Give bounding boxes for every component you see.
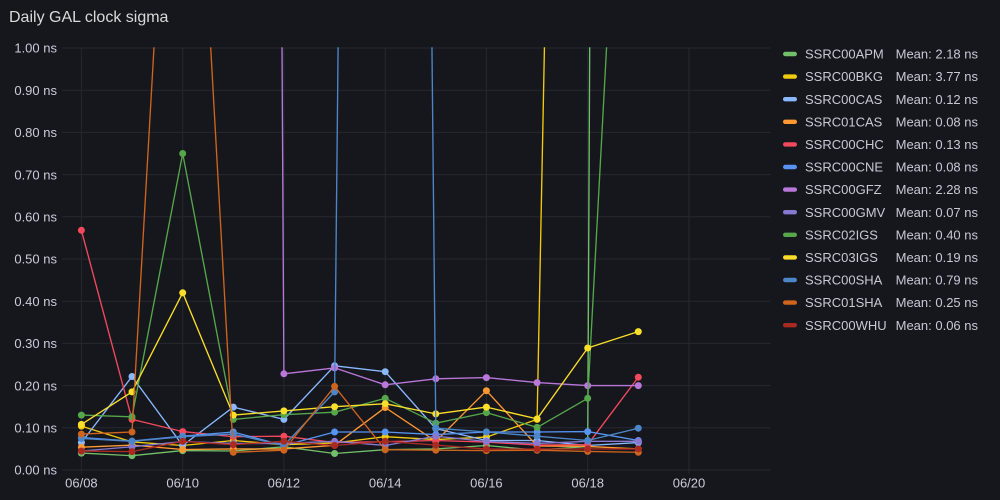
svg-text:06/20: 06/20 [673,476,706,491]
svg-text:Mean: 0.08 ns: Mean: 0.08 ns [896,114,979,129]
svg-text:0.60 ns: 0.60 ns [14,210,57,225]
svg-text:Mean: 0.06 ns: Mean: 0.06 ns [896,318,979,333]
svg-text:0.00 ns: 0.00 ns [14,463,57,478]
svg-text:Mean: 0.40 ns: Mean: 0.40 ns [896,227,979,242]
svg-text:Mean: 0.08 ns: Mean: 0.08 ns [896,160,979,175]
svg-text:0.80 ns: 0.80 ns [14,125,57,140]
svg-text:SSRC00CAS: SSRC00CAS [805,92,883,107]
svg-text:0.90 ns: 0.90 ns [14,83,57,98]
svg-text:SSRC00CHC: SSRC00CHC [805,137,884,152]
svg-text:Mean: 0.12 ns: Mean: 0.12 ns [896,92,979,107]
svg-text:Mean: 0.19 ns: Mean: 0.19 ns [896,250,979,265]
svg-text:0.50 ns: 0.50 ns [14,252,57,267]
svg-text:SSRC00APM: SSRC00APM [805,47,884,62]
svg-text:0.10 ns: 0.10 ns [14,421,57,436]
svg-text:Mean: 0.07 ns: Mean: 0.07 ns [896,205,979,220]
svg-text:06/10: 06/10 [166,476,199,491]
svg-text:SSRC00BKG: SSRC00BKG [805,69,883,84]
svg-text:Mean: 0.25 ns: Mean: 0.25 ns [896,295,979,310]
svg-text:0.20 ns: 0.20 ns [14,378,57,393]
svg-text:SSRC02IGS: SSRC02IGS [805,227,878,242]
svg-text:0.70 ns: 0.70 ns [14,167,57,182]
svg-text:Daily GAL clock sigma: Daily GAL clock sigma [9,9,169,26]
svg-text:06/16: 06/16 [470,476,503,491]
svg-text:SSRC00GMV: SSRC00GMV [805,205,886,220]
svg-text:Mean: 0.79 ns: Mean: 0.79 ns [896,273,979,288]
svg-text:SSRC01SHA: SSRC01SHA [805,295,883,310]
svg-text:0.40 ns: 0.40 ns [14,294,57,309]
svg-text:Mean: 0.13 ns: Mean: 0.13 ns [896,137,979,152]
svg-text:0.30 ns: 0.30 ns [14,336,57,351]
svg-text:Mean: 2.28 ns: Mean: 2.28 ns [896,182,979,197]
svg-text:SSRC00SHA: SSRC00SHA [805,273,883,288]
svg-text:Mean: 3.77 ns: Mean: 3.77 ns [896,69,979,84]
svg-text:SSRC00WHU: SSRC00WHU [805,318,887,333]
svg-text:06/18: 06/18 [571,476,604,491]
svg-text:Mean: 2.18 ns: Mean: 2.18 ns [896,47,979,62]
svg-text:1.00 ns: 1.00 ns [14,41,57,56]
svg-text:SSRC01CAS: SSRC01CAS [805,114,883,129]
svg-text:SSRC00GFZ: SSRC00GFZ [805,182,882,197]
svg-text:06/14: 06/14 [369,476,402,491]
svg-text:SSRC00CNE: SSRC00CNE [805,160,883,175]
svg-text:06/12: 06/12 [268,476,301,491]
svg-text:SSRC03IGS: SSRC03IGS [805,250,878,265]
svg-text:06/08: 06/08 [65,476,98,491]
